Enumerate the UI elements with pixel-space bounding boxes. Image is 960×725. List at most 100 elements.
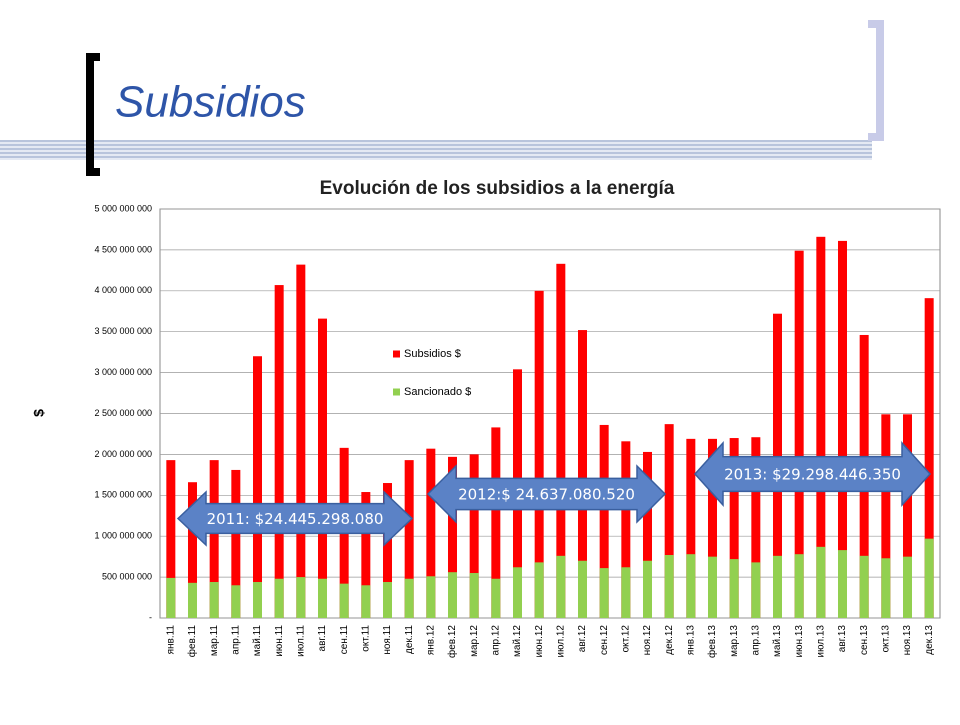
slide-title: Subsidios [115, 78, 306, 127]
bar [469, 573, 479, 618]
bar [318, 578, 327, 618]
bar [448, 572, 457, 618]
x-tick-label: июн.12 [534, 625, 545, 658]
bar [448, 456, 457, 618]
x-tick-label: янв.13 [685, 625, 696, 656]
bar [231, 469, 241, 618]
bar [903, 414, 912, 618]
bar [621, 441, 631, 618]
bar [686, 554, 696, 618]
bar [491, 427, 501, 618]
bar [729, 438, 739, 618]
chart-title: Evolución de los subsidios a la energía [320, 178, 675, 199]
x-tick-label: дек.13 [924, 625, 935, 655]
x-tick-label: окт.13 [880, 625, 891, 653]
bar [708, 556, 717, 618]
x-tick-label: авг.13 [837, 625, 848, 653]
stripe-band [0, 140, 872, 160]
x-tick-label: апр.12 [490, 625, 501, 656]
bar [253, 582, 262, 618]
legend-label: Sancionado $ [404, 386, 471, 398]
bar [426, 448, 436, 618]
bar [838, 550, 847, 618]
bar [773, 555, 782, 618]
x-tick-label: июл.11 [295, 625, 306, 657]
x-tick-label: май.13 [772, 625, 783, 657]
bar [253, 356, 262, 618]
x-tick-label: окт.12 [620, 625, 631, 653]
y-tick-label: 1 000 000 000 [94, 531, 152, 541]
left-bracket [86, 53, 100, 176]
bar [708, 438, 717, 618]
bar [664, 424, 674, 618]
bar [491, 578, 501, 618]
bar [794, 250, 804, 618]
x-tick-label: дек.11 [404, 625, 415, 654]
bar [556, 263, 566, 618]
legend-swatch [393, 350, 400, 358]
bar [903, 556, 912, 618]
bar [578, 330, 587, 618]
x-tick-label: фев.13 [706, 625, 718, 658]
bar [751, 437, 761, 618]
x-tick-label: янв.12 [425, 625, 436, 656]
bar [643, 560, 652, 618]
x-tick-label: мар.13 [729, 625, 740, 657]
x-tick-label: авг.11 [317, 625, 328, 652]
bar [859, 555, 869, 618]
y-tick-label: 1 500 000 000 [94, 490, 152, 500]
x-tick-label: июн.11 [274, 625, 285, 657]
bar [838, 240, 847, 619]
annotation-text: 2013: $29.298.446.350 [724, 466, 901, 484]
bar [188, 582, 197, 618]
bar [534, 562, 544, 618]
bar [686, 438, 696, 618]
bar [274, 285, 284, 618]
y-tick-label: 500 000 000 [102, 571, 152, 581]
x-tick-label: окт.11 [360, 625, 371, 652]
x-tick-label: сен.12 [599, 625, 610, 655]
bar [794, 554, 804, 618]
x-tick-label: сен.13 [859, 625, 870, 655]
bar [426, 576, 436, 618]
x-tick-label: фев.11 [186, 625, 198, 658]
bar [166, 577, 176, 618]
y-tick-label: 4 500 000 000 [94, 244, 152, 254]
y-tick-label: - [149, 612, 152, 622]
bar [404, 578, 414, 618]
bar [621, 567, 631, 618]
bar [534, 290, 544, 618]
right-bracket [868, 20, 884, 141]
x-tick-label: янв.11 [165, 625, 176, 655]
x-tick-label: апр.13 [750, 625, 761, 656]
bar [729, 559, 739, 618]
bar [513, 567, 522, 618]
bar [361, 585, 371, 618]
bar [599, 424, 609, 618]
bar [924, 538, 934, 618]
x-tick-label: июл.12 [555, 625, 566, 658]
annotation-arrow [426, 464, 667, 524]
annotation-arrow [176, 490, 414, 547]
y-tick-label: 3 000 000 000 [94, 367, 152, 377]
bar [578, 560, 587, 618]
bar [209, 460, 219, 618]
bar [469, 454, 479, 618]
bar [361, 492, 371, 618]
bar [339, 583, 349, 618]
y-tick-label: 3 500 000 000 [94, 326, 152, 336]
x-tick-label: ноя.12 [642, 625, 653, 656]
x-tick-label: авг.12 [577, 625, 588, 653]
x-tick-label: фев.12 [446, 625, 458, 658]
x-tick-label: мар.12 [469, 625, 480, 657]
bar [556, 555, 566, 618]
bar [188, 482, 197, 618]
annotation-text: 2012:$ 24.637.080.520 [458, 486, 635, 504]
x-tick-label: ноя.11 [382, 625, 393, 655]
y-tick-label: 2 000 000 000 [94, 449, 152, 459]
x-tick-label: ноя.13 [902, 625, 913, 656]
y-tick-label: 2 500 000 000 [94, 408, 152, 418]
bar [751, 562, 761, 618]
bar [383, 483, 392, 618]
